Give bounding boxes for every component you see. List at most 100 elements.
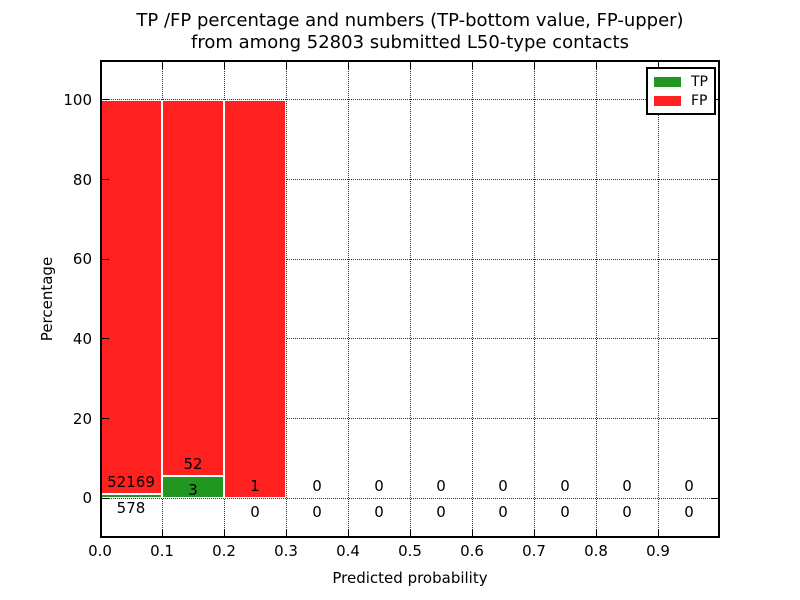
tp-count-label: 3 [188,481,198,500]
gridline-horizontal [100,338,720,340]
x-tick-mark [533,529,535,536]
y-tick-label: 100 [63,90,92,109]
x-tick-label: 0.0 [88,542,112,560]
fp-swatch [654,95,681,106]
x-tick-label: 0.9 [646,542,670,560]
fp-count-label: 52 [183,455,203,474]
y-tick-label: 20 [72,409,92,428]
x-tick-mark [347,529,349,536]
gridline-vertical [471,60,473,538]
tp-count-label: 0 [250,503,260,522]
y-tick-mark-right [711,179,718,180]
right-spine [718,60,720,538]
y-tick-mark [102,338,109,340]
gridline-horizontal [100,497,720,499]
gridline-horizontal [100,418,720,419]
gridline-vertical [409,60,411,538]
y-tick-mark-right [711,497,718,499]
legend-label: TP [691,73,708,90]
x-tick-label: 0.8 [584,542,608,560]
y-tick-mark-right [711,418,718,419]
x-tick-mark [595,529,597,536]
y-tick-mark-right [711,258,718,260]
x-tick-mark-top [471,62,473,69]
x-tick-mark [285,529,287,536]
y-tick-mark-right [711,338,718,340]
tp-count-label: 578 [116,498,146,517]
gridline-horizontal [100,179,720,180]
y-tick-mark [102,418,109,419]
y-tick-label: 40 [72,329,92,348]
y-axis-label: Percentage [38,256,56,342]
x-tick-label: 0.6 [460,542,484,560]
gridline-vertical [533,60,535,538]
x-tick-mark [161,529,163,536]
x-tick-mark-top [657,62,659,69]
x-axis-label: Predicted probability [332,569,488,587]
tp-count-label: 0 [560,503,570,522]
chart-title-line2: from among 52803 submitted L50-type cont… [191,32,629,53]
chart-title-line1: TP /FP percentage and numbers (TP-bottom… [136,10,684,31]
plot-area: 52169 578 52 3 1 0 0 0 0 0 0 0 0 0 0 0 0 0 0 0 TP FP [99,60,720,538]
tp-count-label: 0 [622,503,632,522]
legend-item-tp: TP [654,72,714,91]
x-tick-label: 0.7 [522,542,546,560]
fp-count-label: 0 [622,477,632,496]
x-tick-label: 0.3 [274,542,298,560]
x-tick-mark [409,529,411,536]
y-tick-mark [102,258,109,260]
fp-count-label: 0 [374,477,384,496]
gridline-vertical [285,60,287,538]
tp-count-label: 0 [436,503,446,522]
tp-swatch [654,76,681,87]
tp-count-label: 0 [312,503,322,522]
legend-label: FP [691,92,708,109]
chart-title: TP /FP percentage and numbers (TP-bottom… [136,10,683,54]
x-tick-mark-top [595,62,597,69]
tp-count-label: 0 [498,503,508,522]
bar-tp [162,476,224,499]
x-tick-mark-top [223,62,225,69]
legend: TP FP [646,67,716,115]
x-tick-label: 0.1 [150,542,174,560]
y-tick-label: 0 [82,489,92,508]
bottom-spine [100,536,720,538]
fp-count-label: 52169 [107,472,155,491]
x-tick-mark-top [347,62,349,69]
x-tick-label: 0.2 [212,542,236,560]
gridline-vertical [347,60,349,538]
fp-count-label: 1 [250,477,260,496]
x-tick-mark [223,529,225,536]
gridline-vertical [595,60,597,538]
y-tick-label: 60 [72,250,92,269]
fp-count-label: 0 [312,477,322,496]
y-tick-label: 80 [72,170,92,189]
x-tick-mark [471,529,473,536]
gridline-horizontal [100,99,720,101]
bar-fp [162,99,224,477]
x-tick-mark-top [285,62,287,69]
gridline-horizontal [100,258,720,260]
bar-fp [224,99,286,499]
left-spine [100,60,102,538]
tp-count-label: 0 [374,503,384,522]
bar-fp [100,99,162,494]
fp-count-label: 0 [684,477,694,496]
legend-item-fp: FP [654,91,714,110]
y-tick-mark [102,497,109,499]
x-tick-mark-top [409,62,411,69]
fp-count-label: 0 [560,477,570,496]
x-tick-mark [657,529,659,536]
fp-count-label: 0 [436,477,446,496]
top-spine [100,60,720,62]
x-tick-mark-top [533,62,535,69]
y-tick-mark [102,99,109,101]
y-tick-mark [102,179,109,180]
x-tick-mark-top [161,62,163,69]
x-tick-label: 0.5 [398,542,422,560]
gridline-vertical [657,60,659,538]
tp-count-label: 0 [684,503,694,522]
x-tick-label: 0.4 [336,542,360,560]
fp-count-label: 0 [498,477,508,496]
